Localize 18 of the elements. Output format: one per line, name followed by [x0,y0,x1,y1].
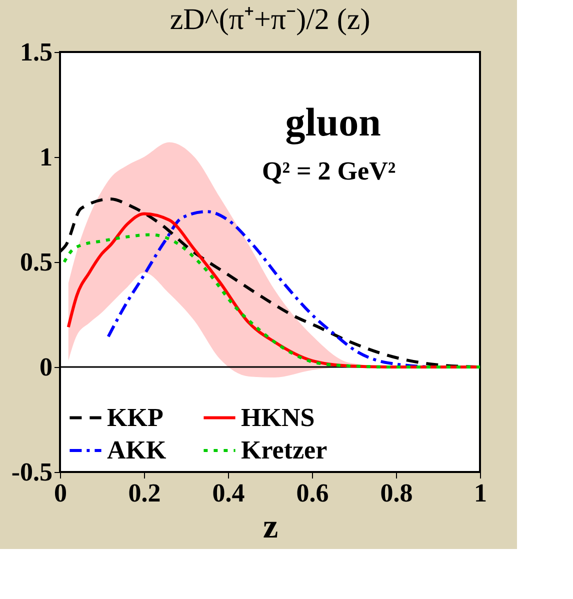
y-tick-label: 0 [40,352,52,382]
annotation: Q² = 2 GeV² [262,156,396,186]
legend-label: AKK [107,436,167,464]
x-tick-label: 1 [474,478,487,508]
y-tick-label: 1.5 [20,38,52,66]
y-tick-label: 0.5 [20,248,52,276]
annotation: gluon [285,99,381,144]
x-tick-label: 0.4 [212,478,245,508]
x-tick-label: 0.6 [296,478,329,508]
legend-label: KKP [107,402,164,432]
x-tick-label: 0.8 [380,478,413,508]
legend-label: Kretzer [241,436,328,464]
legend-label: HKNS [241,402,315,432]
chart-title: zD^(π⁺+π⁻)/2 (z) [170,3,370,36]
y-tick-label: 1 [40,142,52,172]
y-tick-label: -0.5 [11,458,52,486]
x-axis-title: z [262,508,278,546]
x-tick-label: 0.2 [128,478,161,508]
